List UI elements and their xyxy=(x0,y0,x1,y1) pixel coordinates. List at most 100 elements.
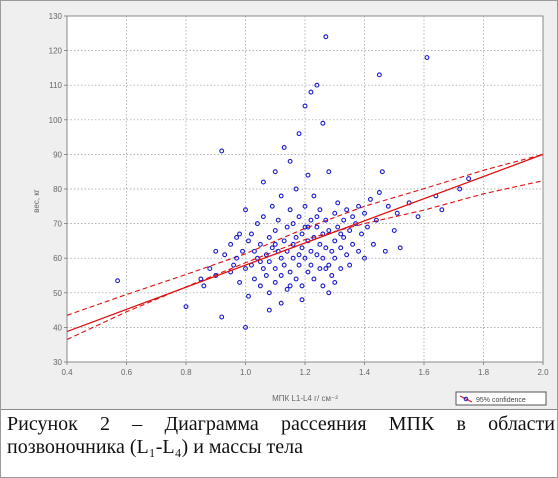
data-point xyxy=(317,241,323,247)
legend-label: 95% confidence xyxy=(476,397,526,404)
data-point xyxy=(332,238,338,244)
data-point xyxy=(385,203,391,209)
y-tick-label: 90 xyxy=(53,150,62,159)
data-point xyxy=(278,300,284,306)
data-point xyxy=(234,234,240,240)
data-point xyxy=(391,228,397,233)
legend: 95% confidence xyxy=(455,391,547,406)
data-point xyxy=(344,207,350,213)
data-point xyxy=(269,203,275,209)
data-point xyxy=(237,231,243,237)
x-tick-label: 1.8 xyxy=(478,368,490,377)
x-tick-label: 2.0 xyxy=(537,368,549,377)
data-point xyxy=(379,169,385,175)
data-point xyxy=(359,231,364,237)
data-point xyxy=(457,186,463,192)
y-tick-label: 30 xyxy=(53,358,62,367)
data-point xyxy=(376,190,382,195)
data-point xyxy=(287,269,293,275)
confidence-lower-line xyxy=(66,180,544,340)
data-point xyxy=(269,245,275,251)
data-point xyxy=(308,217,314,223)
data-point xyxy=(362,210,367,216)
data-point xyxy=(293,276,299,282)
data-point xyxy=(373,217,379,223)
data-point xyxy=(332,255,338,261)
data-point xyxy=(251,276,257,282)
data-point xyxy=(329,248,335,254)
legend-box xyxy=(455,391,547,406)
chart-panel: 30 40 50 60 70 80 90 100 110 120 130 0.4 0.6 0.8 1.0 1… xyxy=(1,1,557,410)
data-point xyxy=(237,279,243,285)
data-point xyxy=(335,200,341,206)
y-tick-label: 130 xyxy=(49,12,63,21)
data-point xyxy=(272,241,278,247)
data-point xyxy=(332,210,338,216)
caption-line-2: позвоночника (L₁-L₄) и массы тела xyxy=(7,436,303,458)
data-point xyxy=(332,279,338,285)
data-point xyxy=(302,103,308,109)
data-point xyxy=(370,241,376,247)
data-point xyxy=(314,224,320,230)
data-point xyxy=(308,262,314,268)
y-axis-label: вес, кг xyxy=(32,189,41,213)
data-point xyxy=(257,241,263,247)
data-point xyxy=(278,193,284,199)
data-point xyxy=(249,231,254,237)
data-point xyxy=(323,217,329,223)
data-point xyxy=(287,207,293,213)
data-point xyxy=(246,238,251,244)
data-point xyxy=(317,207,323,213)
data-point xyxy=(299,283,305,289)
data-point xyxy=(302,203,308,209)
data-point xyxy=(222,252,228,258)
regression-line-group xyxy=(66,153,544,333)
data-point xyxy=(365,224,370,230)
x-tick-label: 1.6 xyxy=(418,368,430,377)
data-point xyxy=(231,262,237,268)
data-point xyxy=(260,179,266,185)
data-point xyxy=(115,278,121,284)
x-tick-label: 0.6 xyxy=(121,368,133,377)
data-point xyxy=(338,266,344,272)
scatter-chart: 30 40 50 60 70 80 90 100 110 120 130 0.4 0.6 0.8 1.0 1… xyxy=(32,12,549,406)
x-axis-ticks: 0.4 0.6 0.8 1.0 1.2 1.4 1.6 1.8 2.0 xyxy=(61,362,549,377)
data-point xyxy=(302,255,308,261)
y-tick-label: 50 xyxy=(53,289,62,298)
data-point xyxy=(323,245,329,251)
data-point xyxy=(263,273,269,278)
data-point xyxy=(272,279,278,285)
data-point xyxy=(260,266,266,272)
data-point xyxy=(299,231,305,237)
y-tick-label: 60 xyxy=(53,254,62,263)
x-tick-label: 0.8 xyxy=(180,368,192,377)
data-point xyxy=(305,224,311,230)
data-point xyxy=(424,55,430,60)
y-tick-label: 70 xyxy=(53,220,62,229)
data-point xyxy=(308,248,314,254)
data-point xyxy=(347,228,353,233)
data-point xyxy=(311,193,317,199)
data-point xyxy=(243,266,248,272)
data-point xyxy=(356,248,361,254)
data-point xyxy=(284,224,290,230)
data-point xyxy=(272,266,278,272)
data-point xyxy=(228,241,234,247)
legend-line-icon xyxy=(459,395,473,403)
data-point xyxy=(266,307,272,313)
x-tick-label: 0.4 xyxy=(61,368,73,377)
data-point xyxy=(272,169,278,175)
data-point xyxy=(246,293,251,299)
data-point xyxy=(260,214,266,220)
x-tick-label: 1.0 xyxy=(240,368,252,377)
data-point xyxy=(278,255,284,261)
data-point xyxy=(263,252,269,258)
data-point xyxy=(201,283,207,289)
data-point xyxy=(347,262,353,268)
data-point xyxy=(219,314,225,320)
data-point xyxy=(219,148,225,154)
data-point xyxy=(290,255,296,261)
data-point xyxy=(326,169,332,175)
data-point xyxy=(234,255,240,261)
data-point xyxy=(183,304,189,310)
